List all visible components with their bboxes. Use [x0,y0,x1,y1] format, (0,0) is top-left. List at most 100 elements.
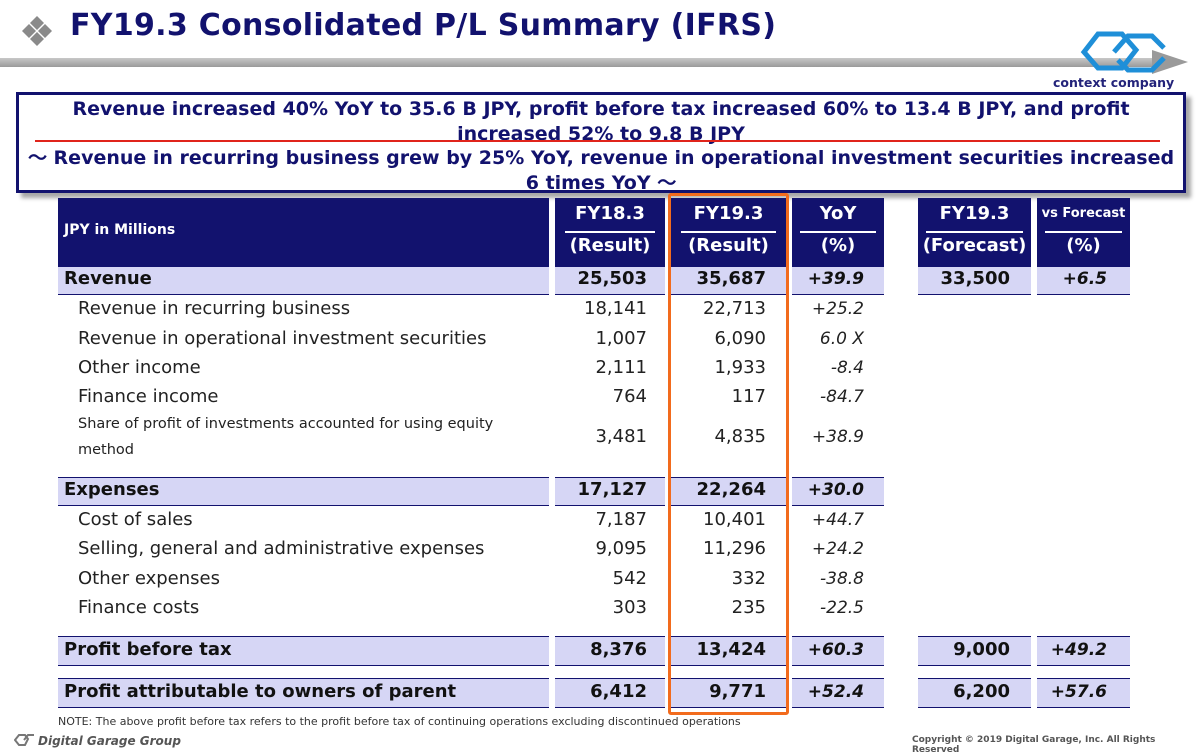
row-label: Finance income [78,386,219,407]
pbt-band [1037,636,1130,666]
cell-fy19: 22,264 [696,479,766,500]
pbt-band [792,636,884,666]
row-label-line1: Share of profit of investments accounted… [78,416,494,432]
cell-yoy: +60.3 [807,640,864,660]
row-label: Revenue in recurring business [78,298,351,319]
cell-fy18: 9,095 [595,538,647,559]
revenue-band [918,266,1031,295]
profit-attrib-band [918,678,1031,708]
profit-attrib-band [792,678,884,708]
cell-fy19: 4,835 [714,426,766,447]
cell-fy18: 8,376 [590,639,647,660]
cell-yoy: +30.0 [807,480,864,500]
pbt-band [918,636,1031,666]
header-col-vs-bottom: (%) [1066,235,1101,256]
cell-fy19: 235 [731,597,766,618]
cell-fy18: 17,127 [577,479,647,500]
cell-yoy: -84.7 [820,387,864,407]
title-rule [0,58,1162,67]
diamond-bullet-icon [22,16,52,46]
cell-fy18: 542 [612,568,647,589]
header-col-fy18-top: FY18.3 [575,203,645,224]
cell-fy19: 332 [731,568,766,589]
profit-attrib-band [58,678,549,708]
cell-fy18: 1,007 [595,328,647,349]
cell-forecast: 33,500 [940,268,1010,289]
header-col-forecast-top: FY19.3 [939,203,1010,224]
cell-yoy: 6.0 X [819,329,864,349]
cell-fy18: 2,111 [595,357,647,378]
cell-fy19: 9,771 [709,681,766,702]
header-col-yoy: YoY (%) [792,198,884,266]
cell-fy19: 1,933 [714,357,766,378]
footer-copyright: Copyright © 2019 Digital Garage, Inc. Al… [912,735,1156,755]
row-label: Other expenses [78,568,220,589]
row-label-line2: method [78,442,134,458]
header-col-vs-forecast: vs Forecast (%) [1037,198,1130,266]
row-label: Cost of sales [78,509,193,530]
revenue-band [671,266,786,295]
cell-vs-forecast: +57.6 [1050,682,1107,702]
header-col-fy19-top: FY19.3 [693,203,764,224]
summary-box: Revenue increased 40% YoY to 35.6 B JPY,… [16,92,1186,194]
row-label: Other income [78,357,201,378]
row-label-expenses: Expenses [64,479,160,500]
cell-fy19: 11,296 [703,538,766,559]
cell-fy19: 22,713 [703,298,766,319]
dg-footer-logo-icon [14,734,34,746]
header-col-fy19: FY19.3 (Result) [671,198,786,266]
row-label-revenue: Revenue [64,268,152,289]
pbt-band [58,636,549,666]
row-label-profit-attributable: Profit attributable to owners of parent [64,681,457,702]
header-col-forecast: FY19.3 (Forecast) [918,198,1031,266]
cell-yoy: +39.9 [807,269,864,289]
expenses-band [58,477,549,506]
cell-vs-forecast: +6.5 [1062,269,1107,289]
cell-forecast: 6,200 [953,681,1010,702]
footnote: NOTE: The above profit before tax refers… [58,715,741,728]
cell-fy19: 6,090 [714,328,766,349]
dg-logo-icon [1080,31,1166,73]
cell-yoy: -8.4 [830,358,864,378]
cell-fy19: 117 [731,386,766,407]
header-col-fy19-bottom: (Result) [688,235,769,256]
header-col-vs-top: vs Forecast [1041,206,1126,221]
cell-fy18: 303 [612,597,647,618]
revenue-band [792,266,884,295]
pbt-band [555,636,665,666]
header-unit-cell [58,198,549,266]
header-col-yoy-top: YoY [819,203,857,224]
logo-text: context company [1053,75,1175,90]
row-label: Finance costs [78,597,200,618]
page-title: FY19.3 Consolidated P/L Summary (IFRS) [70,8,777,43]
summary-red-rule [35,140,1160,142]
revenue-band [555,266,665,295]
cell-fy18: 25,503 [577,268,647,289]
footer-company: Digital Garage Group [38,734,181,748]
cell-fy19: 10,401 [703,509,766,530]
cell-forecast: 9,000 [953,639,1010,660]
pbt-band [671,636,786,666]
expenses-band [555,477,665,506]
revenue-band [58,266,549,295]
expenses-band [671,477,786,506]
row-label-profit-before-tax: Profit before tax [64,639,232,660]
header-col-forecast-bottom: (Forecast) [922,235,1027,256]
title-bar: FY19.3 Consolidated P/L Summary (IFRS) c… [0,0,1200,90]
header-underline [800,231,876,233]
header-underline [681,231,776,233]
profit-attrib-band [1037,678,1130,708]
fy19-highlight-box [668,193,789,715]
header-col-fy18: FY18.3 (Result) [555,198,665,266]
profit-attrib-band [555,678,665,708]
cell-yoy: +25.2 [811,299,864,319]
header-col-fy18-bottom: (Result) [569,235,651,256]
expenses-band [792,477,884,506]
cell-yoy: +44.7 [811,510,864,530]
cell-fy19: 35,687 [696,268,766,289]
cell-yoy: +52.4 [807,682,864,702]
unit-label: JPY in Millions [64,222,176,238]
cell-fy18: 764 [612,386,647,407]
cell-yoy: -22.5 [820,598,864,618]
summary-subline: ～ Revenue in recurring business grew by … [27,147,1175,194]
